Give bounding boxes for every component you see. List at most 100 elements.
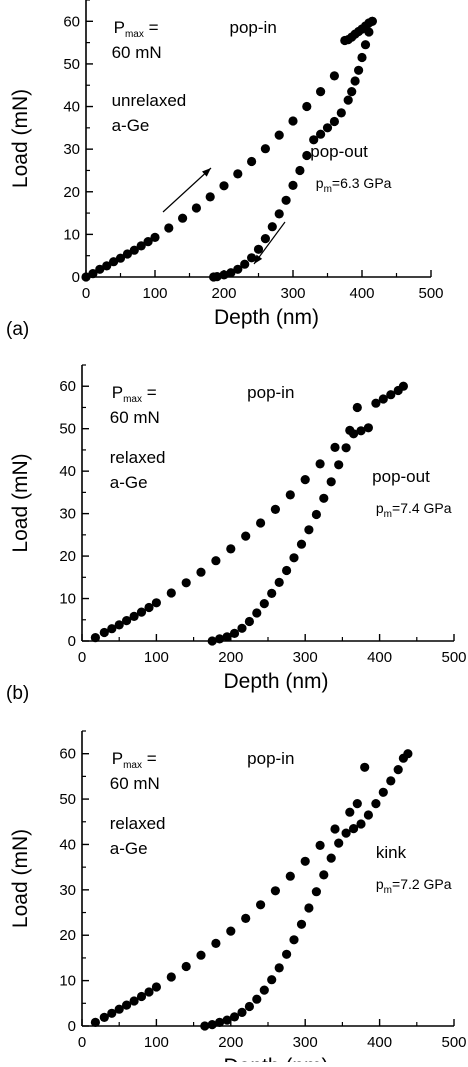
y-tick-label: 0 — [68, 633, 76, 650]
data-point — [267, 588, 277, 599]
x-tick-label: 100 — [142, 285, 167, 302]
x-tick-label: 200 — [218, 1034, 243, 1051]
y-tick-label: 10 — [59, 973, 76, 990]
data-point — [151, 982, 161, 992]
data-point — [304, 525, 314, 535]
event-label: kink — [376, 843, 407, 862]
material-label-line2: a-Ge — [110, 473, 148, 492]
data-point — [256, 518, 266, 528]
data-point — [107, 624, 117, 634]
y-tick-label: 60 — [63, 13, 80, 30]
x-tick-label: 0 — [78, 1034, 86, 1051]
x-axis-title: Depth (nm) — [223, 1055, 328, 1062]
material-label-line1: relaxed — [110, 448, 166, 467]
series-unloading — [209, 16, 377, 282]
data-point — [341, 828, 351, 838]
y-tick-label: 10 — [63, 226, 80, 243]
data-point — [90, 1017, 100, 1027]
data-point — [329, 116, 339, 127]
data-point — [356, 819, 366, 829]
series-loading — [81, 16, 377, 282]
data-point — [196, 950, 206, 960]
x-axis-title: Depth (nm) — [223, 670, 328, 693]
data-point — [378, 394, 388, 404]
material-label-line2: a-Ge — [110, 839, 148, 858]
pm-annotation: pm=7.4 GPa — [376, 500, 452, 520]
data-point — [129, 245, 139, 255]
data-point — [164, 223, 174, 233]
data-point — [211, 556, 221, 566]
y-tick-label: 50 — [63, 56, 80, 73]
data-point — [226, 268, 236, 278]
data-point — [211, 938, 221, 949]
pop-in-label: pop-in — [247, 383, 294, 402]
data-point — [352, 799, 362, 809]
data-point — [229, 628, 240, 639]
y-tick-label: 40 — [63, 99, 80, 116]
data-point — [315, 840, 325, 851]
y-tick-label: 20 — [59, 548, 76, 565]
data-point — [240, 259, 250, 269]
pmax-value: 60 mN — [112, 43, 162, 62]
data-point — [270, 504, 280, 514]
y-tick-label: 30 — [59, 506, 76, 523]
data-point — [386, 390, 396, 400]
data-point — [302, 150, 312, 161]
material-label-line1: unrelaxed — [112, 91, 187, 110]
data-point — [109, 257, 119, 267]
data-point — [99, 627, 109, 638]
data-point — [403, 749, 413, 759]
data-point — [326, 853, 336, 863]
data-point — [363, 810, 373, 820]
data-point — [288, 180, 298, 190]
pm-annotation: pm=7.2 GPa — [376, 876, 452, 896]
data-point — [378, 787, 388, 797]
data-point — [309, 135, 319, 145]
data-point — [150, 232, 160, 242]
x-tick-label: 300 — [280, 285, 305, 302]
x-tick-label: 100 — [144, 1034, 169, 1051]
y-tick-label: 20 — [63, 184, 80, 201]
data-point — [274, 209, 284, 219]
data-point — [237, 623, 247, 633]
data-point — [226, 926, 236, 936]
data-point — [229, 1012, 240, 1022]
panel-a: 0 100 200 300 400 500 0 10 20 30 40 50 60 Depth (nm) L… — [6, 0, 444, 340]
data-point — [136, 991, 147, 1002]
panel-label: (a) — [6, 319, 29, 340]
pmax-value: 60 mN — [110, 774, 160, 793]
data-point — [166, 972, 176, 982]
data-point — [347, 87, 357, 97]
data-point — [226, 544, 236, 554]
x-tick-label: 200 — [218, 649, 243, 666]
data-point — [300, 475, 310, 485]
x-tick-label: 300 — [293, 649, 318, 666]
x-tick-label: 300 — [293, 1034, 318, 1051]
data-point — [367, 16, 377, 26]
x-tick-label: 200 — [211, 285, 236, 302]
y-axis-title: Load (mN) — [9, 89, 32, 188]
x-tick-label: 400 — [367, 1034, 392, 1051]
data-point — [316, 129, 326, 139]
y-tick-label: 40 — [59, 463, 76, 480]
data-point — [241, 913, 251, 924]
x-axis-title: Depth (nm) — [214, 306, 319, 329]
data-point — [247, 253, 257, 263]
pmax-annotation: Pmax = — [112, 749, 157, 771]
series-loading — [90, 402, 362, 643]
data-point — [330, 442, 340, 452]
data-point — [285, 490, 295, 500]
data-point — [274, 577, 284, 588]
data-point — [115, 253, 126, 263]
data-point — [270, 886, 280, 896]
data-point — [349, 824, 359, 834]
data-point — [219, 181, 229, 191]
pmax-annotation: Pmax = — [114, 18, 159, 40]
data-point — [341, 443, 351, 453]
data-point — [285, 871, 295, 881]
data-point — [357, 52, 367, 63]
x-tick-label: 500 — [441, 1034, 466, 1051]
series-unloading — [207, 381, 408, 646]
data-point — [360, 40, 371, 50]
